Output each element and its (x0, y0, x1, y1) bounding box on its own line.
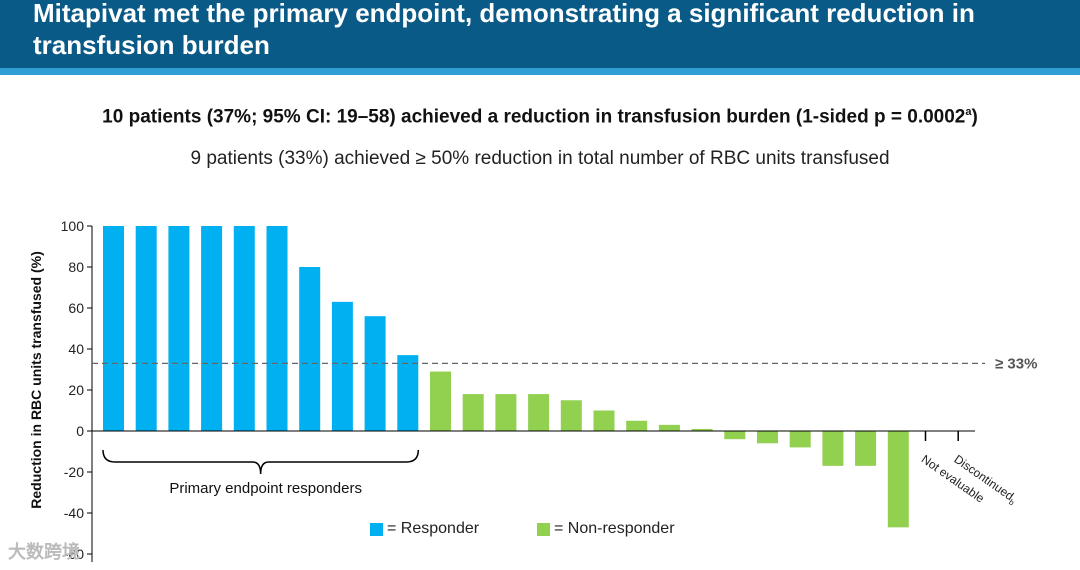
headline-text: 10 patients (37%; 95% CI: 19–58) achieve… (102, 106, 966, 128)
bar-responder (266, 226, 288, 431)
bar-responder (135, 226, 157, 431)
legend-non-responder-swatch (537, 522, 550, 536)
legend-responder: = Responder (370, 520, 479, 538)
bar-non-responder (822, 431, 844, 466)
y-tick-label: 40 (68, 341, 84, 357)
y-tick-label: 100 (61, 218, 85, 234)
y-tick-label: 0 (76, 423, 84, 439)
bar-responder (299, 267, 321, 431)
bar-responder (364, 316, 386, 431)
watermark: 大数跨境 (8, 542, 80, 562)
legend-non-responder: = Non-responder (537, 520, 675, 538)
bar-non-responder (691, 428, 713, 431)
header-stripe (0, 68, 1080, 75)
headline: 10 patients (37%; 95% CI: 19–58) achieve… (0, 106, 1080, 128)
bar-non-responder (430, 371, 451, 431)
bar-non-responder (887, 431, 909, 528)
bar-non-responder (528, 394, 550, 431)
y-tick-label: 20 (68, 382, 84, 398)
bar-responder (331, 301, 353, 431)
y-tick-label: -60 (64, 546, 84, 562)
threshold-label: ≥ 33% (995, 355, 1037, 372)
y-tick-label: 60 (68, 300, 84, 316)
bracket-label: Primary endpoint responders (169, 480, 362, 497)
bar-non-responder (462, 394, 484, 431)
bar-non-responder (757, 431, 778, 444)
subheadline: 9 patients (33%) achieved ≥ 50% reductio… (190, 148, 890, 169)
y-tick-label: -20 (64, 464, 84, 480)
bar-non-responder (593, 410, 615, 431)
header-bar (0, 0, 1080, 68)
legend-responder-swatch (370, 522, 383, 536)
slide-title: Mitapivat met the primary endpoint, demo… (33, 0, 975, 60)
bar-responder (103, 226, 124, 431)
legend-non-responder-label: = Non-responder (554, 520, 675, 537)
bar-non-responder (789, 431, 811, 448)
legend-responder-label: = Responder (387, 520, 480, 537)
bar-responder (233, 226, 255, 431)
bar-responder (168, 226, 190, 431)
bar-non-responder (495, 394, 517, 431)
bar-non-responder (560, 400, 582, 431)
bar-non-responder (855, 431, 877, 466)
headline-footnote-a: a (965, 106, 972, 118)
headline-close: ) (971, 106, 978, 128)
bar-non-responder (724, 431, 746, 440)
bar-non-responder (626, 420, 648, 431)
bar-responder (397, 355, 419, 431)
y-tick-label: 80 (68, 259, 84, 275)
bar-non-responder (658, 424, 680, 431)
y-tick-label: -40 (64, 505, 84, 521)
y-axis-label: Reduction in RBC units transfused (%) (28, 251, 44, 508)
responder-bracket (102, 449, 420, 475)
bar-responder (201, 226, 223, 431)
extra-category-note: b (1007, 498, 1016, 508)
